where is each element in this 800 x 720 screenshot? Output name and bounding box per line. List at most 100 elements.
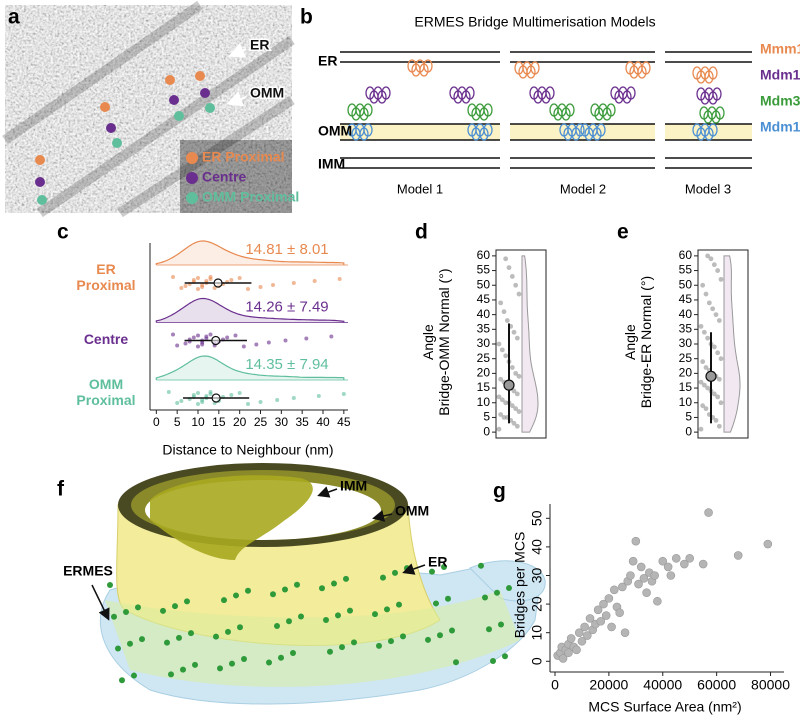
point: [258, 285, 263, 289]
summary-label: 14.35 ± 7.94: [245, 356, 328, 373]
point: [266, 340, 271, 345]
point: [703, 406, 709, 412]
point: [316, 394, 321, 398]
point: [196, 333, 200, 338]
point: [711, 262, 717, 268]
ermes-dot: [107, 582, 113, 588]
y-tick-label: 45: [477, 292, 491, 306]
protein: [715, 106, 725, 120]
point: [733, 551, 743, 560]
point: [183, 341, 188, 346]
ermes-dot: [339, 644, 345, 651]
y-tick-label: 0: [685, 424, 692, 438]
protein: [545, 86, 555, 100]
point: [200, 398, 205, 402]
x-tick-label: 20: [233, 415, 247, 429]
point: [698, 323, 704, 329]
y-tick-label: 50: [529, 510, 545, 526]
membrane-label: IMM: [318, 156, 345, 172]
point: [705, 253, 711, 259]
point: [498, 300, 504, 306]
ermes-dot: [380, 574, 386, 581]
ermes-dot: [217, 665, 223, 672]
model-label: Model 2: [560, 181, 606, 196]
ermes-dot: [180, 666, 186, 673]
point: [715, 268, 721, 273]
y-tick-label: 0: [529, 657, 545, 665]
point: [718, 356, 724, 362]
ermes-dot: [384, 606, 390, 613]
y-tick-label: 15: [679, 380, 693, 394]
tomogram-point: [165, 75, 175, 85]
point: [577, 636, 587, 646]
membrane-label: OMM: [318, 123, 352, 139]
legend-label: Centre: [202, 169, 247, 185]
ermes-dot: [490, 658, 496, 665]
y-tick-label: 55: [477, 263, 491, 277]
point: [701, 382, 707, 388]
x-tick-label: 15: [212, 415, 226, 429]
point: [620, 628, 630, 637]
point: [509, 403, 515, 409]
ermes-dot: [290, 650, 296, 657]
ermes-dot: [425, 636, 431, 643]
density: [155, 297, 345, 323]
point: [634, 579, 643, 589]
ermes-dot: [278, 654, 284, 661]
point: [711, 391, 717, 397]
point: [254, 342, 259, 347]
x-axis-title: MCS Surface Area (nm²): [588, 699, 741, 715]
model-label: Model 1: [397, 181, 443, 196]
protein: [712, 87, 722, 101]
point: [516, 409, 522, 414]
point: [196, 402, 200, 406]
point: [636, 562, 646, 572]
mcs-render: [99, 463, 546, 705]
y-axis-title: Angle Bridge-ER Normal (°): [621, 275, 654, 409]
point: [666, 571, 676, 580]
arrow: [317, 486, 338, 498]
protein-label: Mmm1: [760, 41, 800, 57]
y-tick-label: 40: [477, 307, 491, 321]
row-label: Centre: [83, 330, 129, 347]
point: [653, 596, 662, 606]
legend-swatch: [186, 192, 198, 204]
ermes-dot: [478, 562, 484, 569]
point: [506, 265, 512, 271]
protein: [465, 86, 475, 100]
y-tick-label: 20: [477, 366, 491, 380]
legend-swatch: [186, 152, 198, 164]
ermes-dot: [331, 580, 337, 587]
point: [572, 645, 581, 655]
y-tick-label: 35: [679, 321, 693, 335]
model-label: Model 3: [685, 181, 731, 196]
ermes-dot: [372, 611, 378, 618]
point: [304, 336, 309, 341]
point: [685, 554, 695, 563]
point: [703, 291, 709, 297]
point: [291, 396, 296, 400]
point: [233, 333, 238, 338]
panel-label: b: [300, 6, 313, 29]
point: [705, 385, 711, 391]
ermes-dot: [327, 648, 333, 655]
y-tick-label: 25: [477, 351, 491, 365]
point: [615, 608, 624, 617]
y-tick-label: 20: [679, 366, 693, 380]
y-tick-label: 50: [477, 277, 491, 291]
x-tick-label: 60000: [697, 677, 736, 693]
point: [229, 278, 234, 282]
point: [200, 283, 205, 287]
point: [204, 279, 209, 283]
ermes-dot: [433, 600, 439, 607]
x-tick-label: 40000: [643, 677, 682, 693]
point: [703, 365, 709, 370]
arrow: [91, 584, 110, 621]
ermes-dot: [184, 598, 190, 605]
point: [599, 599, 608, 609]
point: [229, 393, 234, 397]
ermes-dot: [237, 624, 243, 631]
protein: [606, 103, 616, 117]
plot-frame: [495, 249, 547, 439]
point: [312, 279, 317, 283]
